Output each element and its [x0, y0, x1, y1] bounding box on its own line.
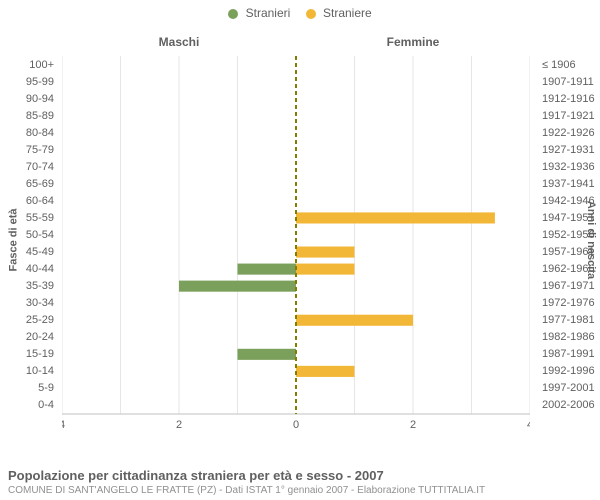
year-label: 2002-2006 [542, 400, 595, 411]
age-label: 100+ [29, 60, 54, 71]
legend: Stranieri Straniere [0, 6, 600, 20]
age-label: 50-54 [26, 230, 54, 241]
age-label: 45-49 [26, 247, 54, 258]
chart-subtitle: COMUNE DI SANT'ANGELO LE FRATTE (PZ) - D… [8, 485, 592, 496]
year-label: 1917-1921 [542, 111, 595, 122]
age-label: 20-24 [26, 332, 54, 343]
age-label: 30-34 [26, 298, 54, 309]
year-label: 1992-1996 [542, 366, 595, 377]
legend-swatch-male [228, 9, 238, 19]
chart-title: Popolazione per cittadinanza straniera p… [8, 468, 592, 483]
year-label: 1952-1956 [542, 230, 595, 241]
svg-text:2: 2 [176, 419, 182, 431]
age-label: 0-4 [38, 400, 54, 411]
year-label: 1972-1976 [542, 298, 595, 309]
bar-female [296, 366, 355, 377]
bar-female [296, 212, 495, 223]
age-label: 75-79 [26, 145, 54, 156]
year-label: 1997-2001 [542, 383, 595, 394]
legend-swatch-female [306, 9, 316, 19]
age-label: 40-44 [26, 264, 54, 275]
year-label: 1967-1971 [542, 281, 595, 292]
year-label: 1982-1986 [542, 332, 595, 343]
svg-text:Maschi: Maschi [159, 35, 200, 49]
age-label: 10-14 [26, 366, 54, 377]
age-label: 85-89 [26, 111, 54, 122]
pyramid-plot: Maschi Femmine 4 2 0 2 4 [62, 30, 530, 450]
legend-item-male: Stranieri [228, 6, 290, 20]
age-label: 35-39 [26, 281, 54, 292]
bar-female [296, 315, 413, 326]
year-label: 1937-1941 [542, 179, 595, 190]
chart-footer: Popolazione per cittadinanza straniera p… [8, 468, 592, 496]
age-label: 15-19 [26, 349, 54, 360]
year-label: ≤ 1906 [542, 60, 576, 71]
svg-text:4: 4 [527, 419, 530, 431]
year-label: 1977-1981 [542, 315, 595, 326]
year-label: 1947-1951 [542, 213, 595, 224]
age-label: 55-59 [26, 213, 54, 224]
bar-male [238, 264, 297, 275]
age-label: 80-84 [26, 128, 54, 139]
svg-text:0: 0 [293, 419, 299, 431]
legend-label-male: Stranieri [246, 6, 291, 20]
age-label: 25-29 [26, 315, 54, 326]
y-axis-left-labels: 0-4 5-9 10-14 15-19 20-24 25-29 30-34 35-39 40-4… [0, 30, 58, 450]
bar-male [238, 349, 297, 360]
year-label: 1922-1926 [542, 128, 595, 139]
svg-text:4: 4 [62, 419, 65, 431]
bar-male [179, 281, 296, 292]
year-label: 1927-1931 [542, 145, 595, 156]
chart-container: Stranieri Straniere Fasce di età Anni di… [0, 0, 600, 500]
age-label: 65-69 [26, 179, 54, 190]
year-label: 1957-1961 [542, 247, 595, 258]
year-label: 1932-1936 [542, 162, 595, 173]
year-label: 1962-1966 [542, 264, 595, 275]
svg-text:2: 2 [410, 419, 416, 431]
y-axis-right-labels: 2002-2006 1997-2001 1992-1996 1987-1991 1982… [538, 30, 600, 450]
year-label: 1987-1991 [542, 349, 595, 360]
age-label: 90-94 [26, 94, 54, 105]
year-label: 1912-1916 [542, 94, 595, 105]
legend-label-female: Straniere [323, 6, 372, 20]
bar-female [296, 264, 355, 275]
year-label: 1907-1911 [542, 77, 594, 88]
svg-text:Femmine: Femmine [387, 35, 440, 49]
age-label: 70-74 [26, 162, 54, 173]
legend-item-female: Straniere [306, 6, 372, 20]
age-label: 5-9 [38, 383, 54, 394]
age-label: 95-99 [26, 77, 54, 88]
bar-female [296, 247, 355, 258]
age-label: 60-64 [26, 196, 54, 207]
year-label: 1942-1946 [542, 196, 595, 207]
